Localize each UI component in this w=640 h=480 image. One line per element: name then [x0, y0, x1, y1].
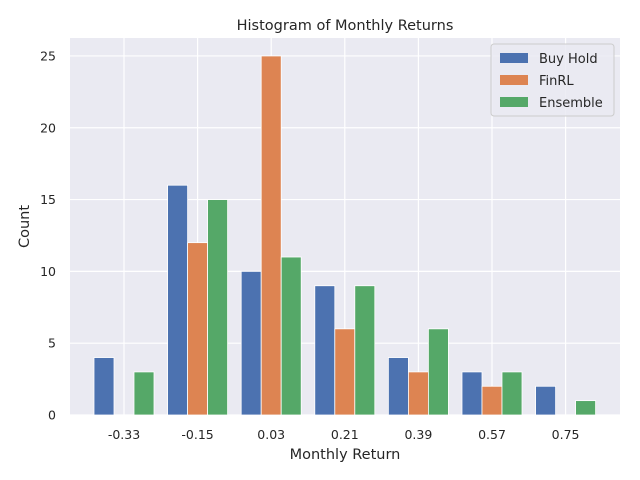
bar-ensemble: [280, 256, 302, 416]
bars: [93, 55, 596, 416]
bar-buy-hold: [167, 184, 189, 416]
bar-buy-hold: [93, 357, 115, 416]
legend: Buy Hold FinRL Ensemble: [490, 43, 615, 117]
bar-finrl: [187, 242, 209, 416]
x-tick-labels: -0.33 -0.15 0.03 0.21 0.39 0.57 0.75: [108, 427, 580, 442]
bar-ensemble: [354, 285, 376, 416]
legend-swatch: [500, 53, 528, 63]
bar-ensemble: [501, 371, 523, 416]
bar-finrl: [481, 385, 503, 416]
legend-label: Ensemble: [539, 96, 603, 111]
bar-ensemble: [575, 400, 596, 416]
bar-ensemble: [133, 371, 155, 416]
chart-title: Histogram of Monthly Returns: [237, 18, 454, 34]
y-tick-label: 5: [48, 336, 56, 351]
bar-ensemble: [207, 199, 229, 416]
bar-ensemble: [427, 328, 449, 416]
y-axis-label: Count: [17, 205, 33, 248]
y-tick-label: 0: [48, 408, 56, 423]
y-tick-labels: 0 5 10 15 20 25: [40, 48, 56, 422]
x-tick-label: 0.75: [552, 427, 580, 442]
legend-label: Buy Hold: [539, 52, 598, 67]
bar-buy-hold: [240, 270, 262, 416]
x-tick-label: 0.57: [478, 427, 506, 442]
y-tick-label: 15: [40, 192, 56, 207]
y-tick-label: 10: [40, 264, 56, 279]
legend-swatch: [500, 75, 528, 85]
bar-finrl: [407, 371, 429, 416]
bar-buy-hold: [387, 357, 409, 416]
bar-buy-hold: [314, 285, 336, 416]
x-axis-label: Monthly Return: [290, 447, 401, 463]
y-tick-label: 20: [40, 120, 56, 135]
x-tick-label: 0.03: [257, 427, 285, 442]
bar-buy-hold: [535, 385, 556, 416]
legend-label: FinRL: [539, 74, 574, 89]
bar-buy-hold: [461, 371, 483, 416]
y-tick-label: 25: [40, 48, 56, 63]
bar-finrl: [260, 55, 282, 416]
bar-finrl: [334, 328, 356, 416]
legend-swatch: [500, 97, 528, 107]
x-tick-label: -0.15: [181, 427, 213, 442]
x-tick-label: 0.39: [404, 427, 432, 442]
x-tick-label: -0.33: [108, 427, 140, 442]
x-tick-label: 0.21: [331, 427, 359, 442]
